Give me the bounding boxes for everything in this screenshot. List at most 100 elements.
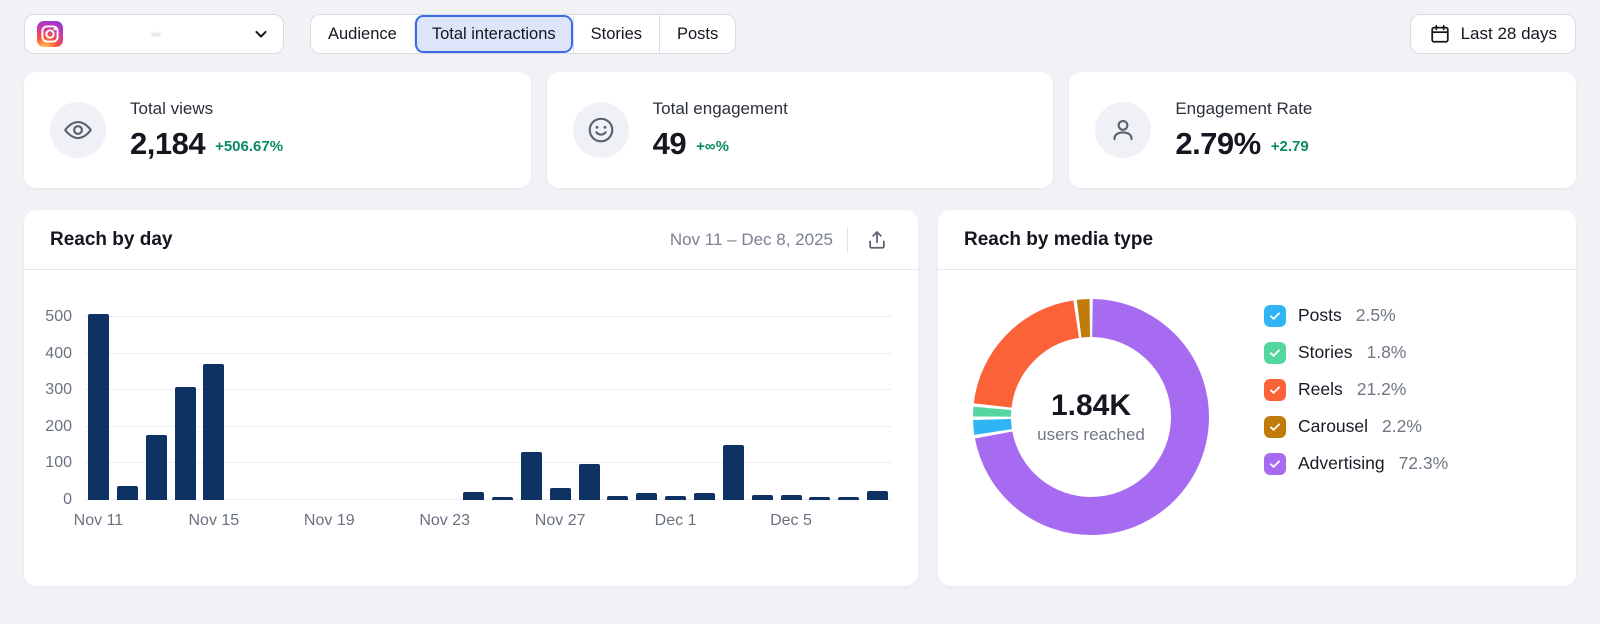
stat-label: Engagement Rate [1175,98,1313,118]
smiley-icon [572,102,629,158]
bar-slot [603,314,632,500]
charts-row: Reach by day Nov 11 – Dec 8, 2025 0 100 20… [24,210,1576,586]
reach-by-day-header: Reach by day Nov 11 – Dec 8, 2025 [24,210,918,270]
export-button[interactable] [862,225,892,255]
date-range-filter-label: Last 28 days [1460,24,1557,43]
stat-value: 2.79% [1175,125,1261,161]
eye-icon [50,102,106,158]
account-selector-dropdown[interactable] [24,14,284,54]
kpi-cards-row: Total views 2,184 +506.67% Total engagem… [24,72,1576,188]
checkbox-checked-icon[interactable] [1264,415,1286,438]
bar-slot [199,314,228,500]
reach-by-day-panel: Reach by day Nov 11 – Dec 8, 2025 0 100 20… [24,210,918,586]
bar-slot [113,314,142,500]
bar-chart-y-axis: 0 100 200 300 400 500 [40,308,84,508]
bar-dec-1 [665,496,687,500]
bar-slot [805,314,834,500]
total-views-card: Total views 2,184 +506.67% [24,72,531,188]
bar-slot [834,314,863,500]
legend-item-posts[interactable]: Posts 2.5% [1264,302,1448,329]
engagement-rate-card: Engagement Rate 2.79% +2.79 [1069,72,1576,188]
bar-slot [286,314,315,500]
stat-delta: +2.79 [1270,138,1309,155]
tab-total-interactions[interactable]: Total interactions [413,15,573,53]
bar-slot [690,314,719,500]
bar-nov-29 [607,496,629,500]
legend-item-carousel[interactable]: Carousel 2.2% [1264,413,1448,440]
bar-chart-plot: Nov 11 Nov 15 Nov 19 Nov 23 Nov 27 Dec 1 Dec 5 [74,314,892,529]
bar-slot [719,314,748,500]
chart-date-range: Nov 11 – Dec 8, 2025 [669,229,833,249]
gridline [84,462,892,464]
stat-value: 49 [652,125,687,161]
calendar-icon [1429,23,1451,45]
donut-svg [973,299,1209,535]
stat-value: 2,184 [130,125,206,161]
checkbox-checked-icon[interactable] [1264,378,1286,401]
stat-label: Total views [130,98,214,118]
bar-nov-24 [463,491,485,500]
bar-slot [171,314,200,500]
gridline [84,316,892,317]
y-axis-tick-label: 300 [45,381,72,399]
y-axis-tick-label: 100 [45,454,72,472]
tab-posts[interactable]: Posts [659,15,735,53]
x-axis-tick-label: Nov 27 [534,512,586,529]
gridline [84,352,892,354]
x-axis-tick-label: Nov 11 [73,512,124,529]
bar-dec-5 [780,495,802,500]
x-axis-tick-label: Nov 23 [419,512,471,529]
bar-slot [315,314,344,500]
donut-chart-area: 1.84K users reached Posts 2.5% Stories 1… [938,270,1576,542]
topbar: Audience Total interactions Stories Post… [0,0,1600,54]
bar-nov-15 [203,363,225,500]
legend-item-advertising[interactable]: Advertising 72.3% [1264,450,1448,477]
bar-nov-25 [491,496,513,500]
gridline [84,389,892,391]
checkbox-checked-icon[interactable] [1264,452,1286,475]
tab-audience[interactable]: Audience [311,15,414,53]
bar-dec-2 [693,493,715,500]
x-axis-tick-label: Dec 5 [770,512,812,529]
bar-dec-3 [722,445,744,500]
donut-legend: Posts 2.5% Stories 1.8% Reels 21.2% [1264,302,1448,487]
y-axis-tick-label: 0 [63,491,72,508]
bar-slot [517,314,546,500]
bar-nov-28 [578,464,600,500]
bar-nov-11 [87,314,109,500]
bar-slot [546,314,575,500]
x-axis-tick-label: Nov 15 [188,512,240,529]
bar-slot [257,314,286,500]
donut-chart: 1.84K users reached [966,292,1216,542]
person-icon [1095,102,1152,158]
bar-chart: 0 100 200 300 400 500 Nov 11 Nov 15 Nov 19 Nov 2… [24,270,918,529]
panel-title: Reach by media type [964,228,1154,250]
bar-slot [344,314,373,500]
gridline [84,425,892,427]
legend-item-reels[interactable]: Reels 21.2% [1264,376,1448,403]
stat-delta: +506.67% [215,138,284,155]
legend-item-stories[interactable]: Stories 1.8% [1264,339,1448,366]
bar-slot [488,314,517,500]
bar-slot [661,314,690,500]
bar-nov-14 [174,386,196,500]
total-engagement-card: Total engagement 49 +∞% [546,72,1054,188]
account-name-redacted [73,26,241,42]
metric-tab-group: Audience Total interactions Stories Post… [310,14,737,54]
checkbox-checked-icon[interactable] [1264,304,1286,327]
date-range-filter-button[interactable]: Last 28 days [1409,14,1576,54]
bar-slot [777,314,806,500]
tab-stories[interactable]: Stories [572,15,659,53]
checkbox-checked-icon[interactable] [1264,341,1286,364]
bar-slot [84,314,113,500]
x-axis-tick-label: Dec 1 [654,512,697,529]
bar-slot [748,314,777,500]
x-axis-tick-label: Nov 19 [303,512,355,529]
bar-slot [228,314,257,500]
stat-delta: +∞% [696,138,729,155]
y-axis-tick-label: 200 [45,417,72,435]
reach-by-media-type-header: Reach by media type [938,210,1576,270]
instagram-icon [37,21,63,47]
donut-segment-advertising [973,299,1209,535]
